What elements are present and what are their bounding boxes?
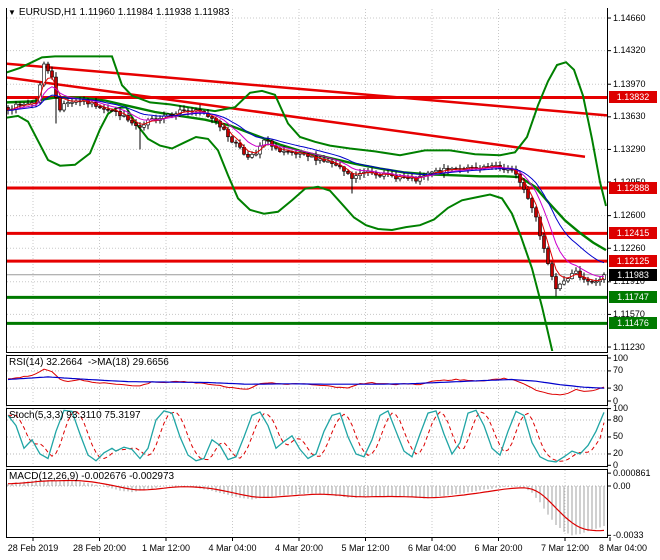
pane-borders	[6, 8, 608, 538]
rsi-pane[interactable]	[7, 368, 607, 396]
stochastic-pane[interactable]	[7, 409, 607, 463]
main-price-pane[interactable]	[0, 55, 608, 388]
macd-pane[interactable]	[7, 479, 607, 536]
axis-tick-marks	[32, 17, 611, 541]
